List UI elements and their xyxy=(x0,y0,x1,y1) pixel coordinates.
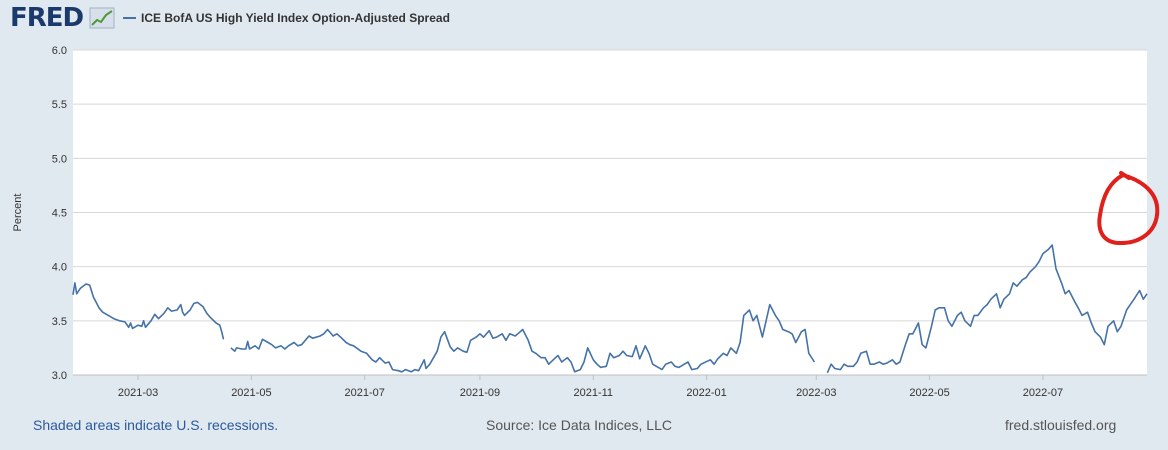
series-line xyxy=(230,303,816,373)
legend[interactable]: ICE BofA US High Yield Index Option-Adju… xyxy=(123,11,450,25)
legend-swatch xyxy=(123,17,136,19)
fred-logo[interactable]: FRED xyxy=(10,3,84,33)
x-tick-label: 2021-05 xyxy=(231,387,271,399)
x-tick-label: 2021-09 xyxy=(460,387,500,399)
x-tick-label: 2022-01 xyxy=(686,387,726,399)
recession-note-link[interactable]: Shaded areas indicate U.S. recessions. xyxy=(33,417,279,433)
red-circle-annotation xyxy=(1097,171,1160,246)
y-tick-label: 5.5 xyxy=(52,99,67,111)
y-tick-label: 5.0 xyxy=(52,153,67,165)
y-tick-label: 6.0 xyxy=(52,45,67,57)
x-tick-label: 2021-11 xyxy=(573,387,613,399)
y-tick-label: 3.0 xyxy=(52,370,67,382)
source-note: Source: Ice Data Indices, LLC xyxy=(486,417,672,433)
y-tick-label: 4.5 xyxy=(52,208,67,220)
series-line xyxy=(826,244,1148,374)
y-tick-label: 4.0 xyxy=(52,262,67,274)
x-tick-label: 2022-05 xyxy=(909,387,949,399)
x-tick-label: 2021-07 xyxy=(345,387,385,399)
legend-label: ICE BofA US High Yield Index Option-Adju… xyxy=(141,11,450,25)
fred-logo-graph-icon xyxy=(89,7,115,29)
y-axis-label: Percent xyxy=(12,194,24,232)
y-tick-label: 3.5 xyxy=(52,316,67,328)
site-link[interactable]: fred.stlouisfed.org xyxy=(1005,417,1117,433)
x-tick-label: 2022-03 xyxy=(796,387,836,399)
x-tick-label: 2022-07 xyxy=(1023,387,1063,399)
x-tick-label: 2021-03 xyxy=(118,387,158,399)
chart-header: FRED ICE BofA US High Yield Index Option… xyxy=(0,0,1168,40)
series-line xyxy=(72,282,225,340)
